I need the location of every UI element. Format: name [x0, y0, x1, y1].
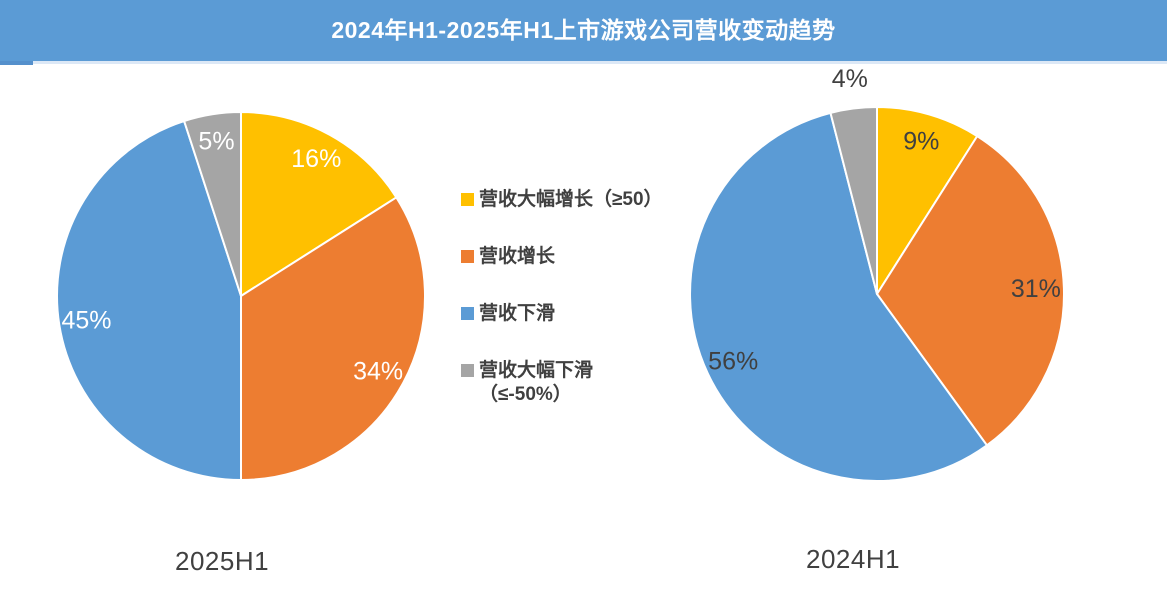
- pie-slice: [183, 111, 242, 297]
- pie-slice-label: 31%: [1011, 275, 1061, 303]
- legend-swatch-icon: [461, 250, 474, 263]
- title-banner-background: [0, 0, 1167, 61]
- pie-chart-2025h1: 16% 34% 45% 5%: [56, 111, 426, 481]
- page-title: 2024年H1-2025年H1上市游戏公司营收变动趋势: [331, 17, 836, 43]
- legend-label: 营收下滑: [479, 303, 556, 324]
- pie-slice-label: 34%: [353, 357, 403, 385]
- legend: 营收大幅增长（≥50） 营收增长营收下滑营收大幅下滑（≤-50%）: [461, 188, 663, 440]
- legend-swatch-icon: [461, 307, 474, 320]
- banner-left-stub: [0, 61, 33, 65]
- pie-slice-label: 45%: [61, 307, 111, 335]
- pie-slice: [876, 135, 1065, 447]
- pie-chart-2024h1: 9% 31% 56% 4%: [689, 65, 1065, 482]
- legend-item: 营收大幅增长（≥50）: [461, 188, 663, 212]
- legend-label: 营收增长: [479, 246, 556, 267]
- legend-item: 营收大幅下滑（≤-50%）: [461, 359, 663, 407]
- legend-swatch-icon: [461, 193, 474, 206]
- chart-caption-2025h1: 2025H1: [175, 546, 270, 576]
- pie-slice: [689, 111, 988, 482]
- pie-slice: [56, 120, 242, 481]
- pie-slice-label: 56%: [708, 348, 758, 376]
- pie-slice-label: 16%: [291, 145, 341, 173]
- pie-slice: [829, 105, 878, 295]
- pie-slice-label: 4%: [832, 65, 868, 93]
- pie-slice: [240, 196, 426, 481]
- legend-label: 营收大幅下滑（≤-50%）: [479, 360, 594, 405]
- banner-underline: [33, 61, 1167, 64]
- legend-swatch-icon: [461, 364, 474, 377]
- legend-item: 营收增长: [461, 245, 663, 269]
- pie-slice: [876, 106, 979, 295]
- pie-slice-label: 5%: [198, 128, 234, 156]
- pie-slice-label: 9%: [903, 127, 939, 155]
- chart-caption-2024h1: 2024H1: [806, 544, 901, 574]
- title-banner: 2024年H1-2025年H1上市游戏公司营收变动趋势: [0, 0, 1167, 65]
- legend-label: 营收大幅增长（≥50）: [479, 189, 663, 210]
- legend-item: 营收下滑: [461, 302, 663, 326]
- pie-slice: [240, 111, 398, 297]
